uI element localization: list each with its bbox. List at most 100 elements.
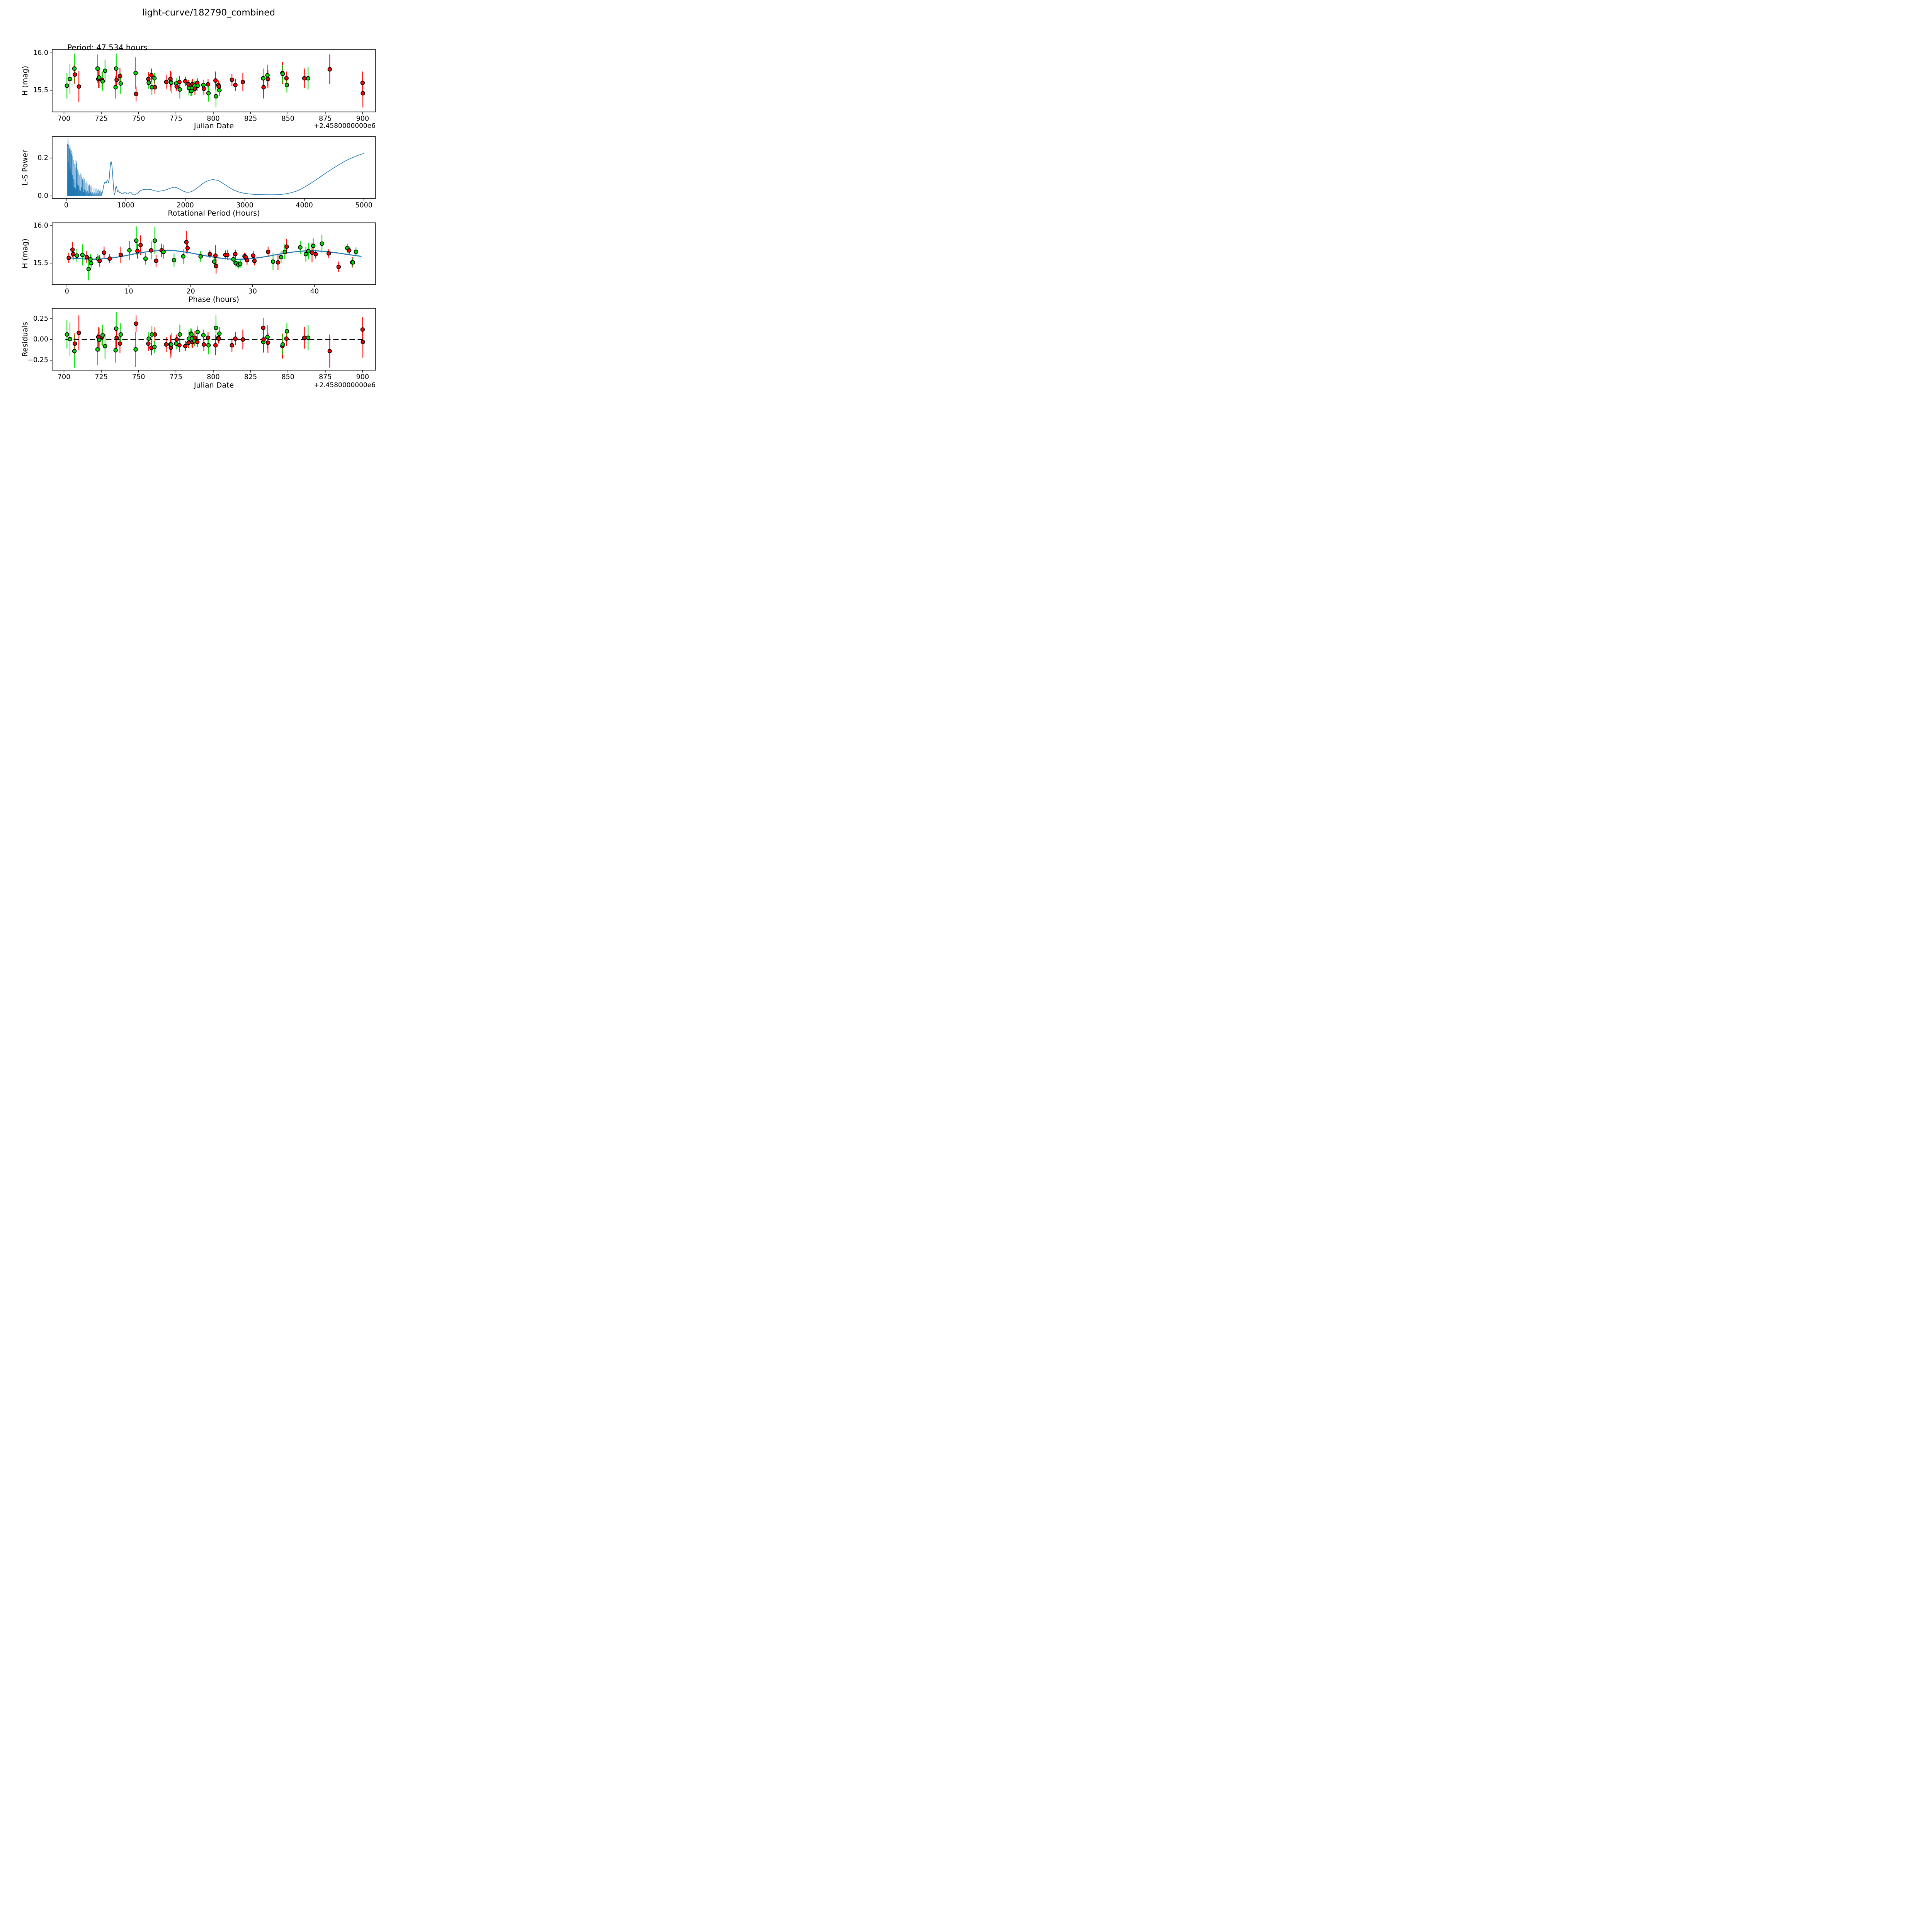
svg-text:0.00: 0.00 xyxy=(33,336,48,344)
axis-label-julian-date-top: Julian Date xyxy=(194,122,234,130)
green-data-point xyxy=(72,349,77,354)
svg-text:16.0: 16.0 xyxy=(33,49,48,57)
green-data-point xyxy=(133,71,138,75)
jd-lightcurve-data xyxy=(65,53,365,108)
green-data-point xyxy=(114,66,119,71)
green-data-point xyxy=(177,87,182,92)
red-data-point xyxy=(177,343,182,348)
svg-text:1000: 1000 xyxy=(117,202,134,209)
axis-label-residuals: Residuals xyxy=(21,321,29,357)
green-data-point xyxy=(95,347,100,352)
green-data-point xyxy=(100,79,105,84)
green-data-point xyxy=(97,337,102,342)
red-data-point xyxy=(201,342,206,347)
green-data-point xyxy=(214,325,218,330)
red-data-point xyxy=(336,264,341,269)
green-data-point xyxy=(103,68,107,73)
red-data-point xyxy=(213,343,218,348)
red-data-point xyxy=(213,78,218,83)
sinusoid-fit-curve xyxy=(67,250,362,260)
green-data-point xyxy=(198,254,203,259)
red-data-point xyxy=(327,251,331,256)
red-data-point xyxy=(310,250,315,255)
red-data-point xyxy=(73,341,77,346)
green-data-point xyxy=(65,332,69,337)
green-data-point xyxy=(206,91,211,96)
red-data-point xyxy=(360,327,365,332)
green-data-point xyxy=(95,66,100,71)
red-data-point xyxy=(192,335,197,340)
red-data-point xyxy=(265,77,270,82)
red-data-point xyxy=(184,240,189,245)
green-data-point xyxy=(350,260,355,265)
red-data-point xyxy=(240,337,245,342)
svg-text:30: 30 xyxy=(248,288,257,296)
green-data-point xyxy=(113,348,118,353)
red-data-point xyxy=(186,340,191,345)
svg-text:825: 825 xyxy=(244,115,257,123)
red-data-point xyxy=(177,80,182,84)
green-data-point xyxy=(133,347,138,352)
red-data-point xyxy=(225,252,230,257)
red-data-point xyxy=(261,337,266,342)
red-data-point xyxy=(183,79,188,84)
red-data-point xyxy=(146,77,151,82)
red-data-point xyxy=(154,259,158,263)
jd-offset-top: +2.4580000000e6 xyxy=(314,122,376,130)
axis-label-ls-power: L-S Power xyxy=(21,150,29,186)
red-data-point xyxy=(347,248,352,253)
green-data-point xyxy=(86,267,91,272)
green-data-point xyxy=(282,250,287,254)
panel-residuals: 700 725 750 775 800 825 850 875 900 0.25 0.00 −0.25 xyxy=(27,308,376,381)
figure-canvas: 700 725 750 775 800 825 850 875 900 16.0 15.5 0 1000… xyxy=(0,0,417,417)
red-data-point xyxy=(206,82,211,87)
green-data-point xyxy=(153,238,157,243)
green-data-point xyxy=(212,259,217,264)
green-data-point xyxy=(143,256,148,261)
svg-text:10: 10 xyxy=(124,288,133,296)
red-data-point xyxy=(233,83,238,87)
red-data-point xyxy=(361,340,365,344)
svg-text:700: 700 xyxy=(58,373,70,381)
red-data-point xyxy=(302,76,307,81)
svg-text:5000: 5000 xyxy=(355,202,372,209)
red-data-point xyxy=(360,80,365,85)
red-data-point xyxy=(164,80,168,84)
green-data-point xyxy=(118,332,123,337)
green-data-point xyxy=(354,250,358,254)
red-data-point xyxy=(214,264,218,269)
green-data-point xyxy=(72,66,77,71)
red-data-point xyxy=(195,340,200,344)
svg-text:725: 725 xyxy=(95,373,107,381)
red-data-point xyxy=(186,82,191,87)
green-data-point xyxy=(217,331,222,336)
svg-text:3000: 3000 xyxy=(236,202,253,209)
red-data-point xyxy=(284,336,289,341)
red-data-point xyxy=(233,252,238,257)
red-data-point xyxy=(251,253,256,258)
axis-label-rotational-period: Rotational Period (Hours) xyxy=(168,209,260,218)
green-data-point xyxy=(231,257,236,262)
green-data-point xyxy=(97,75,102,80)
figure-title: light-curve/182790_combined xyxy=(142,8,276,18)
svg-text:900: 900 xyxy=(356,373,369,381)
svg-text:850: 850 xyxy=(281,115,294,123)
svg-text:775: 775 xyxy=(170,373,182,381)
red-data-point xyxy=(192,86,197,91)
green-data-point xyxy=(177,332,182,337)
red-data-point xyxy=(174,337,179,342)
panel-border xyxy=(52,308,376,371)
red-data-point xyxy=(77,84,81,89)
green-data-point xyxy=(214,94,218,99)
green-data-point xyxy=(280,342,285,347)
red-data-point xyxy=(284,76,289,81)
green-data-point xyxy=(303,252,308,257)
red-data-point xyxy=(230,343,234,348)
green-data-point xyxy=(201,83,206,87)
green-data-point xyxy=(100,333,105,338)
red-data-point xyxy=(233,336,238,341)
red-data-point xyxy=(118,252,123,257)
red-data-point xyxy=(114,335,119,340)
green-data-point xyxy=(68,337,72,342)
svg-text:0: 0 xyxy=(65,288,69,296)
